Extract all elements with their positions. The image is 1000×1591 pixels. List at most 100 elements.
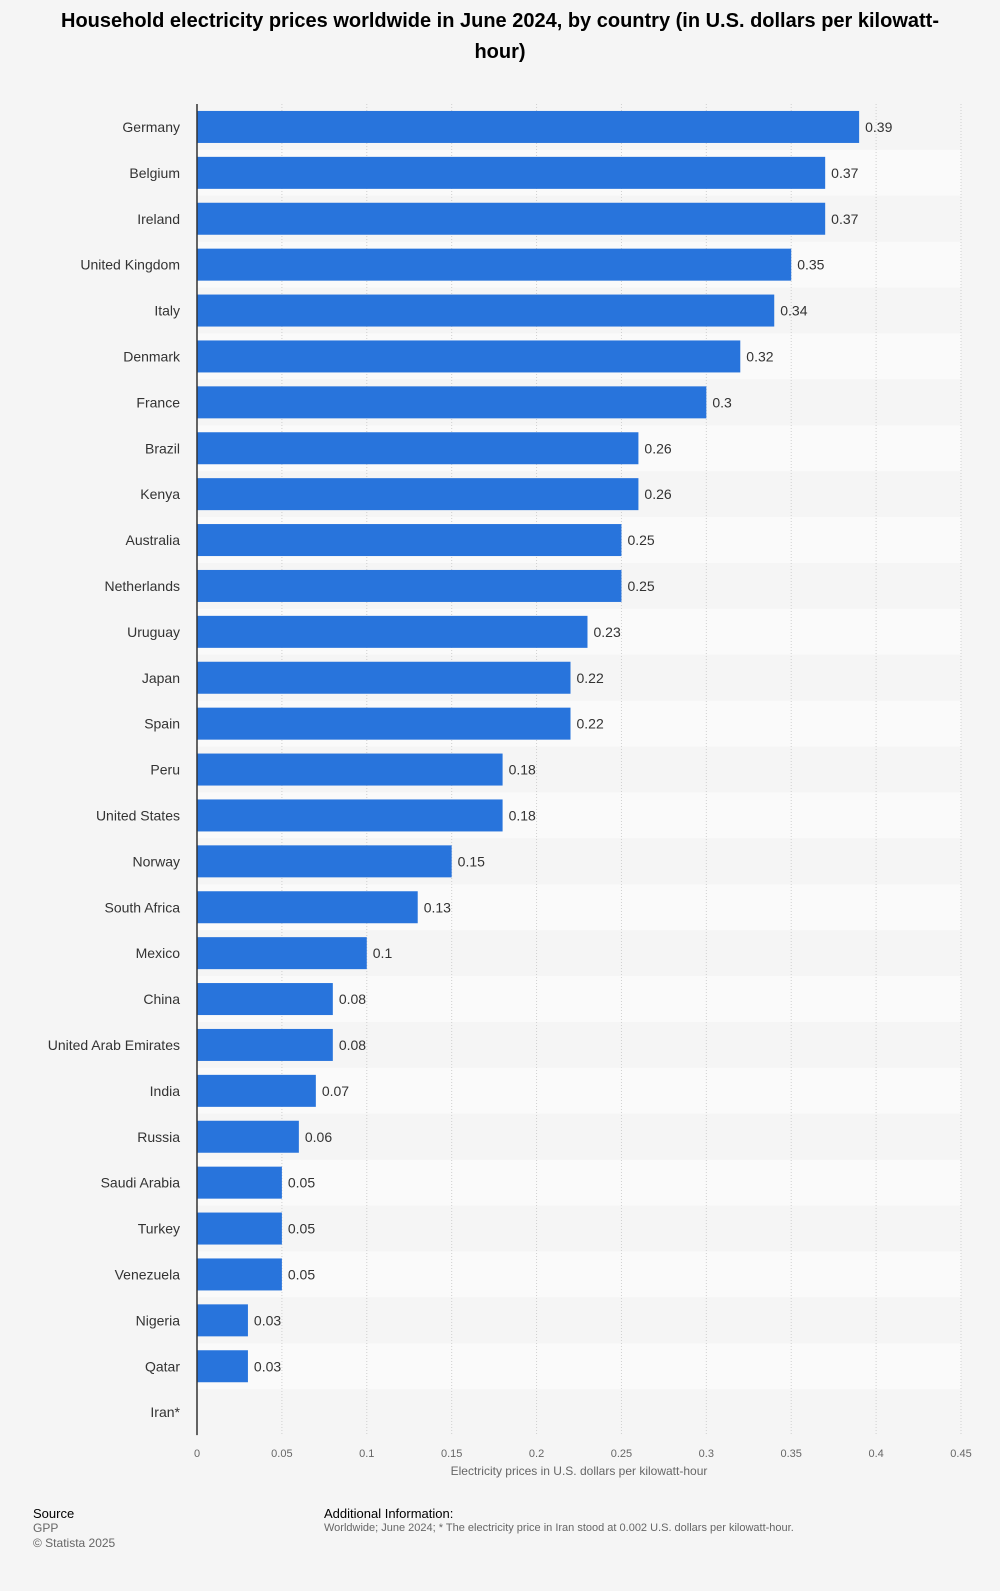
- bar: [197, 432, 639, 465]
- value-label: 0.35: [797, 257, 824, 273]
- x-tick-label: 0.35: [781, 1448, 802, 1460]
- bar: [197, 983, 333, 1016]
- category-labels: Germany Belgium Ireland United Kingdom Italy…: [48, 119, 181, 1420]
- category-label: Netherlands: [105, 578, 181, 594]
- category-label: Iran*: [150, 1404, 180, 1420]
- bar: [197, 110, 860, 143]
- value-label: 0.18: [509, 762, 536, 778]
- value-label: 0.32: [746, 348, 773, 364]
- value-label: 0.22: [577, 716, 604, 732]
- bar: [197, 569, 622, 602]
- category-label: Qatar: [145, 1358, 180, 1374]
- category-label: India: [150, 1083, 181, 1099]
- category-label: Germany: [122, 119, 180, 135]
- value-label: 0.37: [831, 165, 858, 181]
- row-band: [197, 1343, 961, 1390]
- bar: [197, 156, 826, 189]
- bar: [197, 845, 452, 878]
- bar: [197, 248, 792, 281]
- row-band: [197, 1251, 961, 1298]
- value-label: 0.23: [593, 624, 620, 640]
- value-label: 0.34: [780, 303, 807, 319]
- source-block: Source GPP © Statista 2025: [33, 1506, 115, 1551]
- bar: [197, 1212, 282, 1245]
- source-heading: Source: [33, 1506, 75, 1521]
- value-label: 0.08: [339, 991, 366, 1007]
- bar: [197, 1304, 248, 1337]
- value-label: 0.03: [254, 1312, 281, 1328]
- bar: [197, 386, 707, 419]
- category-label: Japan: [142, 670, 180, 686]
- category-label: Italy: [154, 303, 180, 319]
- value-label: 0.25: [627, 578, 654, 594]
- x-tick-label: 0.3: [699, 1448, 714, 1460]
- value-label: 0.15: [458, 853, 485, 869]
- row-band: [197, 1389, 961, 1436]
- additional-info: Additional Information: Worldwide; June …: [324, 1506, 984, 1536]
- category-label: Russia: [137, 1129, 180, 1145]
- category-label: Norway: [133, 853, 180, 869]
- bar: [197, 1258, 282, 1291]
- row-band: [197, 1297, 961, 1344]
- value-label: 0.39: [865, 119, 892, 135]
- row-band: [197, 1113, 961, 1160]
- bar: [197, 294, 775, 327]
- x-tick-label: 0.1: [359, 1448, 374, 1460]
- bar: [197, 1028, 333, 1061]
- value-label: 0.3: [712, 394, 732, 410]
- bar: [197, 1074, 316, 1107]
- category-label: Ireland: [137, 211, 180, 227]
- category-label: Australia: [126, 532, 181, 548]
- value-label: 0.18: [509, 807, 536, 823]
- category-label: Denmark: [123, 348, 181, 364]
- category-label: Turkey: [138, 1221, 180, 1237]
- tick-labels: 0 0.05 0.1 0.15 0.2 0.25 0.3 0.35 0.4 0.45: [194, 1448, 972, 1460]
- copyright: © Statista 2025: [33, 1536, 116, 1550]
- category-label: Mexico: [136, 945, 181, 961]
- value-label: 0.05: [288, 1221, 315, 1237]
- chart-title: Household electricity prices worldwide i…: [61, 10, 939, 63]
- bar: [197, 1120, 299, 1153]
- value-label: 0.03: [254, 1358, 281, 1374]
- category-label: South Africa: [105, 899, 181, 915]
- category-label: Belgium: [129, 165, 180, 181]
- x-tick-label: 0.2: [529, 1448, 544, 1460]
- category-label: Venezuela: [115, 1266, 181, 1282]
- bar: [197, 891, 418, 924]
- x-tick-label: 0.25: [611, 1448, 632, 1460]
- bar: [197, 1166, 282, 1199]
- value-labels: 0.39 0.37 0.37 0.35 0.34 0.32 0.3 0.26 0.26 0.25 0…: [254, 119, 893, 1374]
- bar: [197, 753, 503, 786]
- value-label: 0.05: [288, 1175, 315, 1191]
- category-label: Uruguay: [127, 624, 180, 640]
- bar: [197, 615, 588, 648]
- value-label: 0.25: [627, 532, 654, 548]
- category-label: Brazil: [145, 440, 180, 456]
- category-label: Saudi Arabia: [101, 1175, 181, 1191]
- category-label: United Arab Emirates: [48, 1037, 180, 1053]
- x-tick-label: 0.05: [271, 1448, 292, 1460]
- source-name: GPP: [33, 1521, 59, 1535]
- category-label: Kenya: [140, 486, 180, 502]
- bar: [197, 661, 571, 694]
- bar: [197, 799, 503, 832]
- info-text: Worldwide; June 2024; * The electricity …: [324, 1522, 794, 1534]
- value-label: 0.1: [373, 945, 393, 961]
- bar: [197, 478, 639, 511]
- bars: [197, 110, 860, 1383]
- row-band: [197, 1159, 961, 1206]
- value-label: 0.37: [831, 211, 858, 227]
- category-label: China: [143, 991, 180, 1007]
- x-axis-title: Electricity prices in U.S. dollars per k…: [451, 1464, 708, 1478]
- value-label: 0.13: [424, 899, 451, 915]
- category-label: United Kingdom: [80, 257, 180, 273]
- bar: [197, 524, 622, 557]
- value-label: 0.08: [339, 1037, 366, 1053]
- bar: [197, 202, 826, 235]
- bar: [197, 1350, 248, 1383]
- x-tick-label: 0.4: [868, 1448, 883, 1460]
- bar: [197, 937, 367, 970]
- category-label: Spain: [144, 716, 180, 732]
- value-label: 0.05: [288, 1266, 315, 1282]
- row-band: [197, 1067, 961, 1114]
